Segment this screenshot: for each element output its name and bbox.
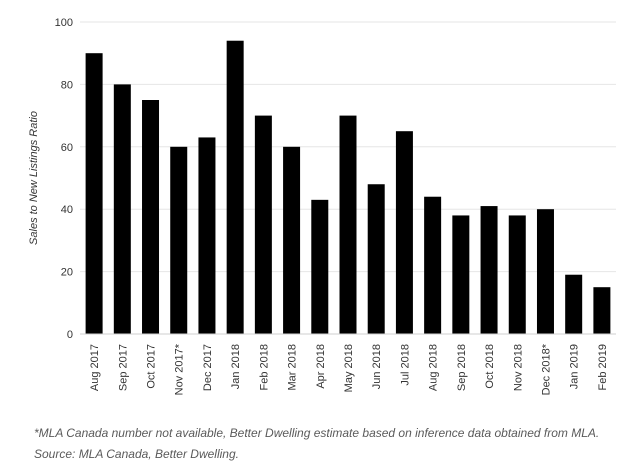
source-note: Source: MLA Canada, Better Dwelling. bbox=[34, 447, 239, 461]
y-tick-label: 60 bbox=[61, 142, 73, 154]
bar bbox=[198, 137, 216, 334]
x-tick-label: Jun 2018 bbox=[371, 344, 383, 389]
x-tick-label: Oct 2017 bbox=[146, 344, 158, 389]
x-tick-label: Apr 2018 bbox=[315, 344, 327, 389]
bar bbox=[367, 184, 385, 334]
x-tick-label: Feb 2019 bbox=[597, 344, 609, 390]
x-tick-label: Nov 2018 bbox=[512, 344, 524, 391]
y-tick-label: 20 bbox=[61, 267, 73, 279]
x-tick-label: Aug 2017 bbox=[89, 344, 101, 391]
bar bbox=[480, 206, 498, 334]
footnote: *MLA Canada number not available, Better… bbox=[34, 426, 600, 440]
bar bbox=[565, 274, 583, 334]
bar bbox=[170, 146, 188, 334]
x-tick-label: Sep 2018 bbox=[456, 344, 468, 391]
bar bbox=[536, 209, 554, 334]
bar bbox=[311, 199, 329, 334]
y-tick-label: 100 bbox=[55, 17, 73, 29]
bar bbox=[113, 84, 131, 335]
x-tick-label: Oct 2018 bbox=[484, 344, 496, 389]
bar bbox=[508, 215, 526, 334]
x-tick-label: Jul 2018 bbox=[399, 344, 411, 386]
x-tick-label: Mar 2018 bbox=[287, 344, 299, 390]
bar bbox=[424, 196, 442, 334]
y-tick-label: 40 bbox=[61, 204, 73, 216]
y-axis-label: Sales to New Listings Ratio bbox=[28, 111, 40, 245]
bar bbox=[339, 115, 357, 334]
bar bbox=[395, 131, 413, 334]
bar-chart: 0 20 40 60 80 100 Sales to New Listings Ratio A… bbox=[28, 17, 616, 395]
bar bbox=[452, 215, 470, 334]
bar bbox=[593, 287, 611, 334]
x-tick-label: Aug 2018 bbox=[428, 344, 440, 391]
bar bbox=[283, 146, 301, 334]
y-tick-label: 80 bbox=[61, 79, 73, 91]
bar bbox=[226, 40, 244, 334]
bar bbox=[85, 53, 103, 334]
x-tick-label: Jan 2019 bbox=[569, 344, 581, 389]
bar bbox=[254, 115, 272, 334]
bar bbox=[142, 100, 160, 334]
y-tick-label: 0 bbox=[67, 329, 73, 341]
x-tick-label: Dec 2018* bbox=[540, 343, 552, 395]
x-tick-label: Sep 2017 bbox=[117, 344, 129, 391]
x-tick-label: Jan 2018 bbox=[230, 344, 242, 389]
x-tick-label: May 2018 bbox=[343, 344, 355, 392]
x-tick-label: Nov 2017* bbox=[174, 343, 186, 395]
x-tick-label: Feb 2018 bbox=[258, 344, 270, 390]
x-tick-label: Dec 2017 bbox=[202, 344, 214, 391]
